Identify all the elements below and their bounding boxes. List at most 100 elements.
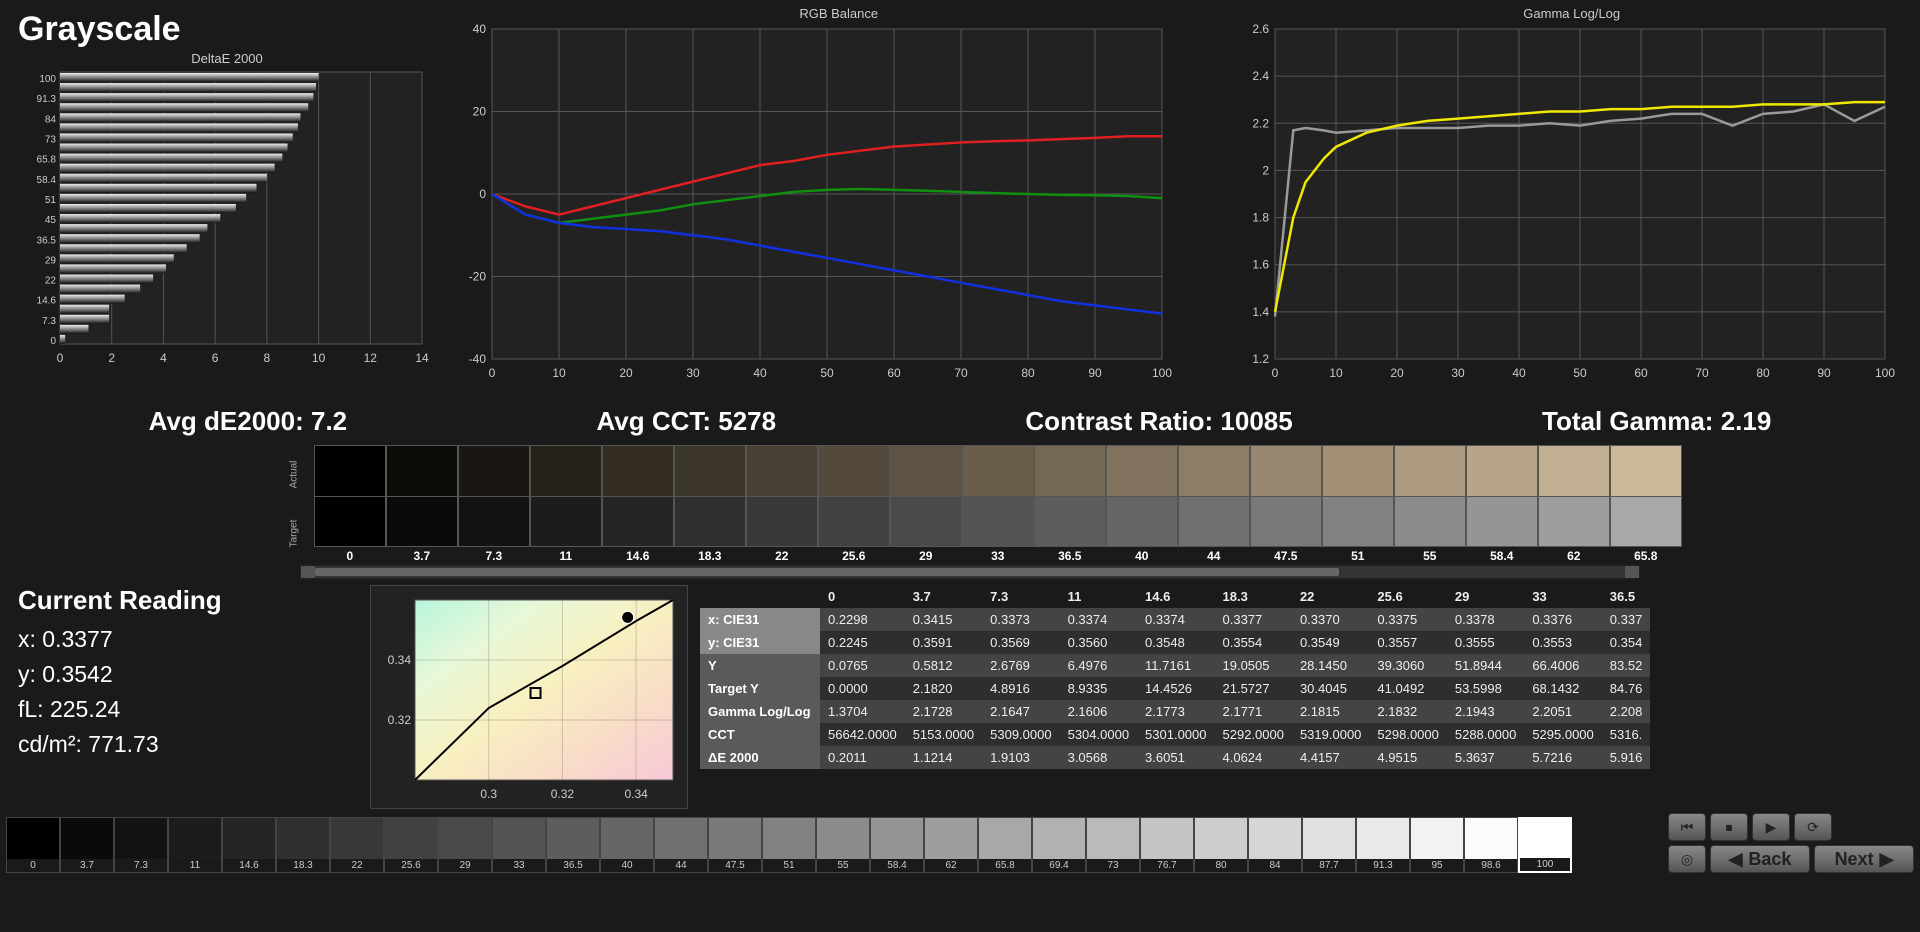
svg-text:84: 84 bbox=[45, 114, 57, 125]
svg-text:0: 0 bbox=[1272, 366, 1279, 380]
svg-text:50: 50 bbox=[820, 366, 834, 380]
svg-text:7.3: 7.3 bbox=[42, 316, 56, 327]
swatch[interactable]: 58.4 bbox=[1466, 445, 1538, 563]
svg-text:20: 20 bbox=[619, 366, 633, 380]
table-row[interactable]: Gamma Log/Log1.37042.17282.16472.16062.1… bbox=[700, 700, 1650, 723]
svg-text:0: 0 bbox=[50, 336, 56, 347]
svg-text:6: 6 bbox=[212, 351, 219, 365]
patch[interactable]: 98.6 bbox=[1464, 817, 1518, 873]
patch[interactable]: 73 bbox=[1086, 817, 1140, 873]
patch[interactable]: 80 bbox=[1194, 817, 1248, 873]
swatch[interactable]: 47.5 bbox=[1250, 445, 1322, 563]
swatch[interactable]: 40 bbox=[1106, 445, 1178, 563]
swatch[interactable]: 51 bbox=[1322, 445, 1394, 563]
swatch[interactable]: 14.6 bbox=[602, 445, 674, 563]
rgb-balance-chart: 0102030405060708090100-40-2002040 bbox=[452, 23, 1225, 383]
patch[interactable]: 22 bbox=[330, 817, 384, 873]
swatch[interactable]: 29 bbox=[890, 445, 962, 563]
table-row[interactable]: y: CIE310.22450.35910.35690.35600.35480.… bbox=[700, 631, 1650, 654]
next-button[interactable]: Next▶ bbox=[1814, 845, 1914, 873]
patch[interactable]: 14.6 bbox=[222, 817, 276, 873]
table-row[interactable]: CCT56642.00005153.00005309.00005304.0000… bbox=[700, 723, 1650, 746]
svg-text:30: 30 bbox=[686, 366, 700, 380]
patch[interactable]: 87.7 bbox=[1302, 817, 1356, 873]
stat-avg-cct: Avg CCT: 5278 bbox=[596, 406, 776, 437]
patch[interactable]: 29 bbox=[438, 817, 492, 873]
swatch[interactable]: 55 bbox=[1394, 445, 1466, 563]
patch[interactable]: 100 bbox=[1518, 817, 1572, 873]
swatch[interactable]: 7.3 bbox=[458, 445, 530, 563]
nav-first-icon[interactable]: ⏮ bbox=[1668, 813, 1706, 841]
nav-target-icon[interactable]: ◎ bbox=[1668, 845, 1706, 873]
patch[interactable]: 84 bbox=[1248, 817, 1302, 873]
swatch[interactable]: 65.8 bbox=[1610, 445, 1682, 563]
table-row[interactable]: ΔE 20000.20111.12141.91033.05683.60514.0… bbox=[700, 746, 1650, 769]
patch[interactable]: 40 bbox=[600, 817, 654, 873]
patch[interactable]: 62 bbox=[924, 817, 978, 873]
swatch[interactable]: 44 bbox=[1178, 445, 1250, 563]
table-row[interactable]: Target Y0.00002.18204.89168.933514.45262… bbox=[700, 677, 1650, 700]
swatch[interactable]: 36.5 bbox=[1034, 445, 1106, 563]
nav-loop-icon[interactable]: ⟳ bbox=[1794, 813, 1832, 841]
patch[interactable]: 36.5 bbox=[546, 817, 600, 873]
svg-text:60: 60 bbox=[887, 366, 901, 380]
patch[interactable]: 76.7 bbox=[1140, 817, 1194, 873]
patch-strip[interactable]: 03.77.31114.618.32225.6293336.5404447.55… bbox=[6, 817, 1572, 873]
patch[interactable]: 95 bbox=[1410, 817, 1464, 873]
rgb-chart-title: RGB Balance bbox=[452, 6, 1225, 23]
nav-play-icon[interactable]: ▶ bbox=[1752, 813, 1790, 841]
svg-text:58.4: 58.4 bbox=[37, 175, 57, 186]
swatch-strip[interactable]: 03.77.31114.618.32225.6293336.5404447.55… bbox=[314, 445, 1920, 563]
svg-text:0.3: 0.3 bbox=[480, 787, 497, 801]
reading-x: x: 0.3377 bbox=[18, 626, 358, 653]
swatch[interactable]: 62 bbox=[1538, 445, 1610, 563]
patch[interactable]: 58.4 bbox=[870, 817, 924, 873]
swatch[interactable]: 25.6 bbox=[818, 445, 890, 563]
reading-fl: fL: 225.24 bbox=[18, 696, 358, 723]
swatch[interactable]: 3.7 bbox=[386, 445, 458, 563]
svg-text:40: 40 bbox=[473, 23, 487, 36]
patch[interactable]: 47.5 bbox=[708, 817, 762, 873]
svg-text:-20: -20 bbox=[469, 270, 487, 284]
table-row[interactable]: Y0.07650.58122.67696.497611.716119.05052… bbox=[700, 654, 1650, 677]
swatch[interactable]: 22 bbox=[746, 445, 818, 563]
svg-text:10: 10 bbox=[1330, 366, 1344, 380]
patch[interactable]: 51 bbox=[762, 817, 816, 873]
svg-text:70: 70 bbox=[1696, 366, 1710, 380]
patch[interactable]: 33 bbox=[492, 817, 546, 873]
patch[interactable]: 69.4 bbox=[1032, 817, 1086, 873]
patch[interactable]: 25.6 bbox=[384, 817, 438, 873]
nav-stop-icon[interactable]: ⏹ bbox=[1710, 813, 1748, 841]
svg-text:0.34: 0.34 bbox=[624, 787, 648, 801]
svg-text:36.5: 36.5 bbox=[37, 235, 57, 246]
swatch-scrollbar[interactable] bbox=[300, 565, 1640, 579]
svg-text:1.2: 1.2 bbox=[1253, 352, 1270, 366]
svg-text:40: 40 bbox=[753, 366, 767, 380]
svg-text:90: 90 bbox=[1088, 366, 1102, 380]
patch[interactable]: 55 bbox=[816, 817, 870, 873]
swatch[interactable]: 33 bbox=[962, 445, 1034, 563]
svg-text:22: 22 bbox=[45, 276, 57, 287]
patch[interactable]: 3.7 bbox=[60, 817, 114, 873]
svg-text:29: 29 bbox=[45, 255, 57, 266]
svg-text:45: 45 bbox=[45, 215, 57, 226]
data-table[interactable]: 03.77.31114.618.32225.6293336.5x: CIE310… bbox=[700, 585, 1920, 809]
svg-text:2: 2 bbox=[1263, 163, 1270, 177]
patch[interactable]: 7.3 bbox=[114, 817, 168, 873]
svg-text:0.32: 0.32 bbox=[388, 713, 412, 727]
svg-text:10: 10 bbox=[312, 351, 326, 365]
svg-text:20: 20 bbox=[1391, 366, 1405, 380]
svg-text:91.3: 91.3 bbox=[37, 94, 57, 105]
back-button[interactable]: ◀Back bbox=[1710, 845, 1810, 873]
patch[interactable]: 11 bbox=[168, 817, 222, 873]
patch[interactable]: 91.3 bbox=[1356, 817, 1410, 873]
patch[interactable]: 65.8 bbox=[978, 817, 1032, 873]
swatch[interactable]: 11 bbox=[530, 445, 602, 563]
patch[interactable]: 44 bbox=[654, 817, 708, 873]
table-row[interactable]: x: CIE310.22980.34150.33730.33740.33740.… bbox=[700, 608, 1650, 631]
patch[interactable]: 0 bbox=[6, 817, 60, 873]
swatch[interactable]: 0 bbox=[314, 445, 386, 563]
swatch[interactable]: 18.3 bbox=[674, 445, 746, 563]
patch[interactable]: 18.3 bbox=[276, 817, 330, 873]
stat-avg-de: Avg dE2000: 7.2 bbox=[149, 406, 347, 437]
